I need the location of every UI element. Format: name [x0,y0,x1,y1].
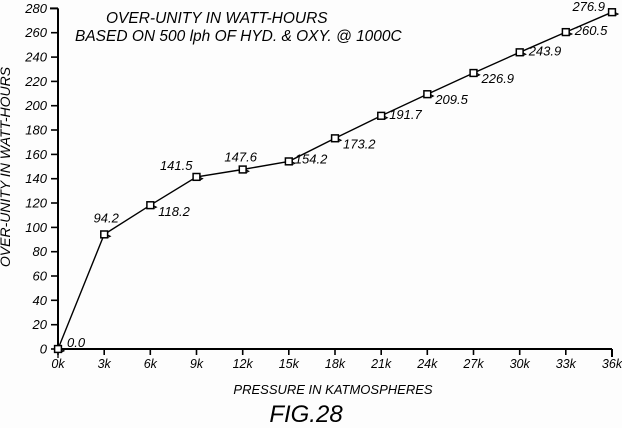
svg-text:180: 180 [25,123,47,138]
svg-text:9k: 9k [190,357,204,371]
svg-text:173.2: 173.2 [343,136,376,151]
svg-text:20: 20 [32,317,48,332]
svg-text:36k: 36k [602,357,622,371]
svg-text:118.2: 118.2 [158,204,190,219]
svg-text:33k: 33k [556,357,577,371]
svg-text:12k: 12k [233,357,254,371]
svg-text:280: 280 [24,1,47,16]
svg-text:220: 220 [24,74,47,89]
svg-text:154.2: 154.2 [295,151,328,166]
svg-text:120: 120 [25,196,47,211]
svg-text:100: 100 [25,220,47,235]
svg-text:240: 240 [24,50,47,65]
svg-text:24k: 24k [416,357,438,371]
svg-text:200: 200 [24,98,47,113]
svg-text:260: 260 [24,25,47,40]
svg-text:243.9: 243.9 [528,43,562,58]
svg-text:FIG.28: FIG.28 [269,401,343,428]
svg-text:226.9: 226.9 [481,71,515,86]
svg-text:0.0: 0.0 [67,335,86,350]
svg-text:15k: 15k [279,357,300,371]
svg-text:160: 160 [25,147,47,162]
svg-text:27k: 27k [462,357,484,371]
svg-text:276.9: 276.9 [571,0,605,14]
svg-text:80: 80 [33,244,48,259]
svg-text:140: 140 [25,171,47,186]
svg-text:21k: 21k [370,357,392,371]
svg-text:209.5: 209.5 [434,92,468,107]
svg-text:PRESSURE IN KATMOSPHERES: PRESSURE IN KATMOSPHERES [233,382,432,397]
svg-text:30k: 30k [510,357,531,371]
svg-text:3k: 3k [98,357,112,371]
svg-text:94.2: 94.2 [94,210,120,225]
svg-text:147.6: 147.6 [224,150,257,165]
svg-text:0k: 0k [51,357,65,371]
svg-text:40: 40 [33,293,48,308]
svg-text:260.5: 260.5 [574,23,608,38]
svg-text:OVER-UNITY IN WATT-HOURS: OVER-UNITY IN WATT-HOURS [0,66,13,267]
svg-text:0: 0 [40,342,48,357]
svg-text:6k: 6k [144,357,158,371]
svg-text:OVER-UNITY IN WATT-HOURS: OVER-UNITY IN WATT-HOURS [106,10,328,27]
svg-text:60: 60 [33,269,48,284]
svg-text:18k: 18k [325,357,346,371]
svg-text:BASED ON 500 lph OF HYD. & OXY: BASED ON 500 lph OF HYD. & OXY. @ 1000C [75,28,403,45]
svg-text:191.7: 191.7 [389,107,422,122]
svg-text:141.5: 141.5 [160,158,193,173]
